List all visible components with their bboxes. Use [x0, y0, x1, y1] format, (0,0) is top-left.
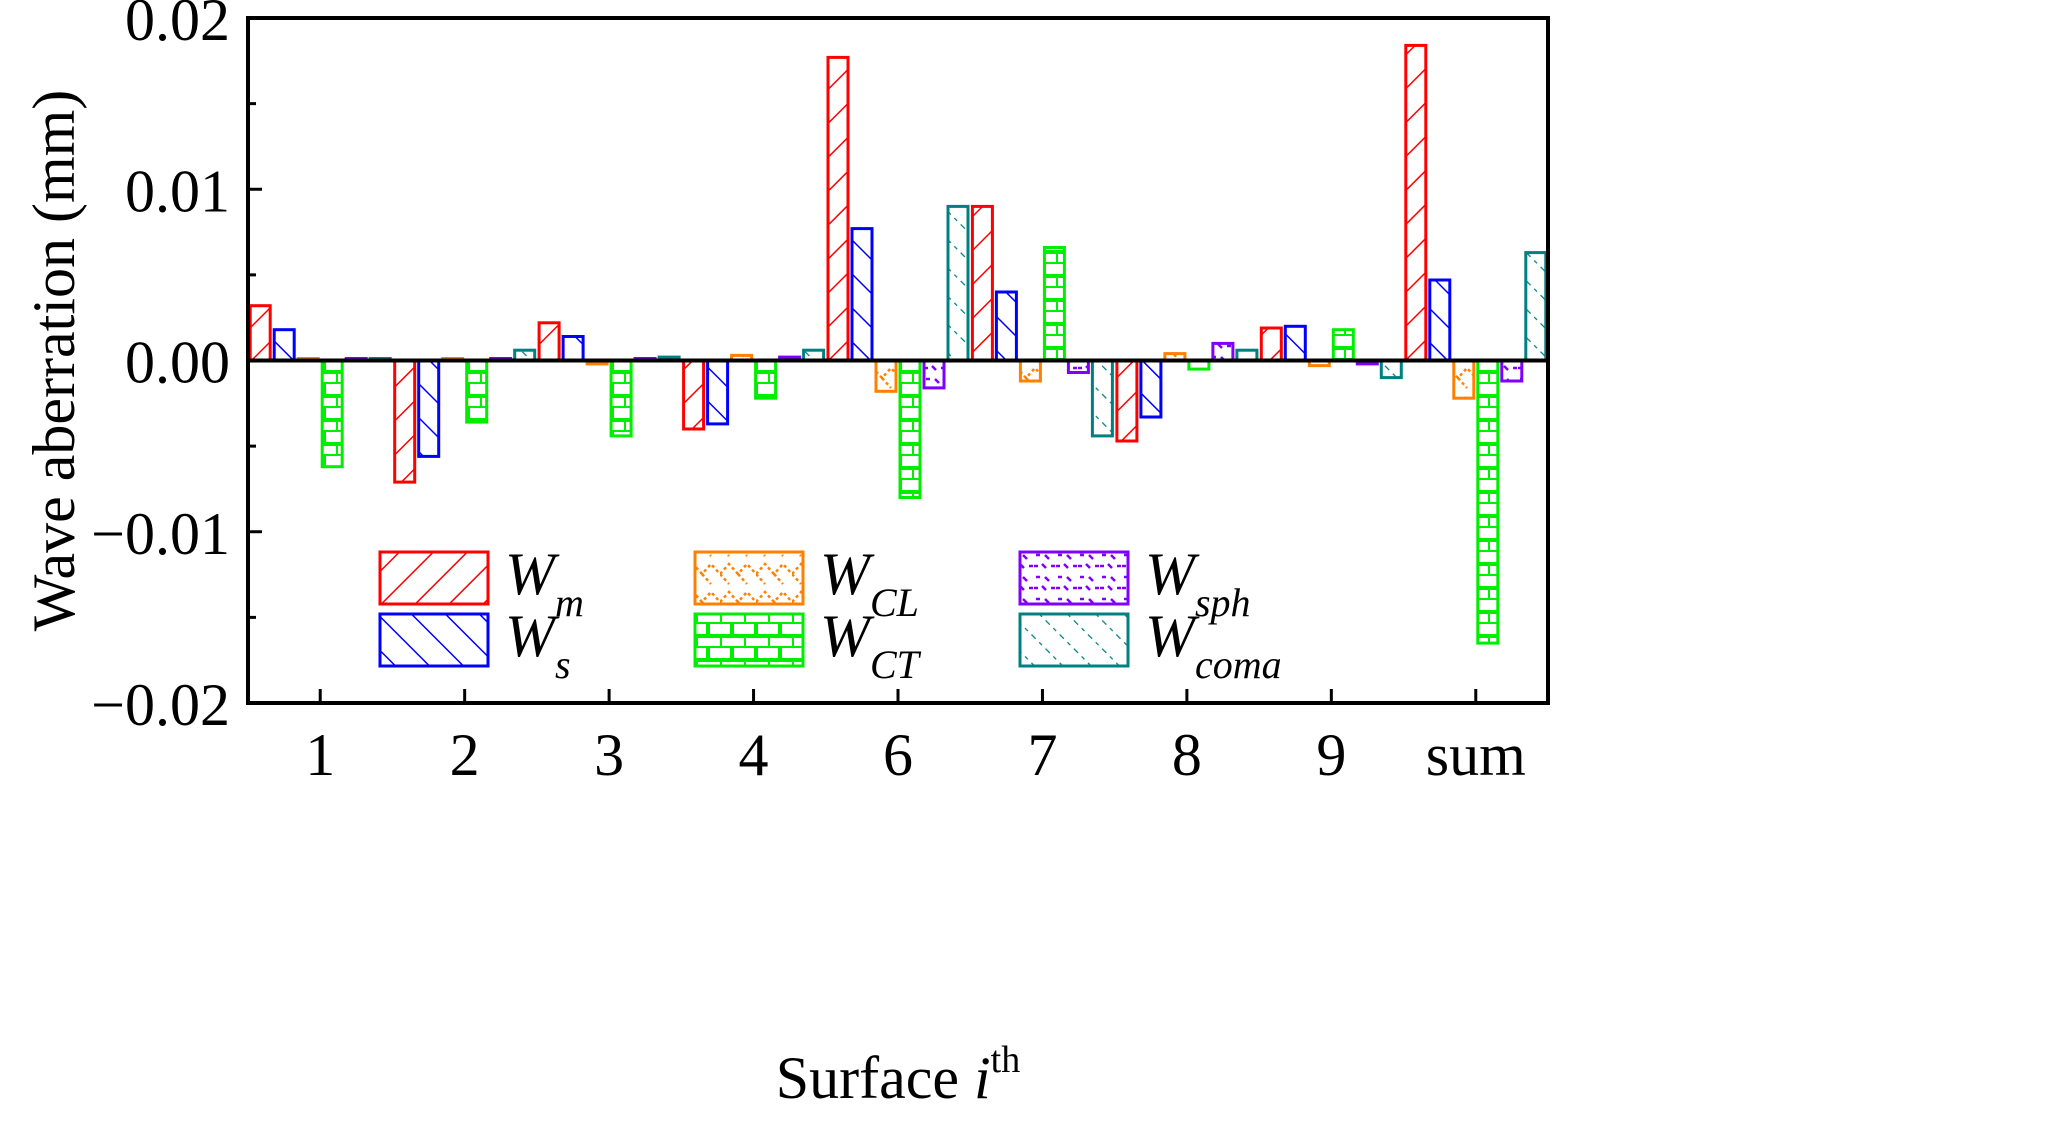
- legend-swatch-WCT: [693, 612, 805, 668]
- x-tick-label: 1: [305, 722, 335, 788]
- bar-Ws-3: [561, 335, 585, 362]
- x-tick-label: 2: [450, 722, 480, 788]
- bar-Ws-2: [417, 359, 441, 458]
- bar-WCL-sum: [1452, 359, 1476, 400]
- bar-Wm-4: [682, 359, 706, 431]
- bar-Wsph-8: [1211, 341, 1235, 362]
- bar-Wm-2: [393, 359, 417, 484]
- bar-Wcoma-9: [1379, 359, 1403, 380]
- bar-WCT-2: [465, 359, 489, 424]
- legend-label-WCL: WCL: [820, 541, 919, 625]
- x-tick-label: 7: [1027, 722, 1057, 788]
- bar-WCL-6: [874, 359, 898, 393]
- bars-layer: [248, 43, 1548, 645]
- legend-label-Wcoma: Wcoma: [1145, 603, 1282, 687]
- x-tick-label: 3: [594, 722, 624, 788]
- legend-label-Wsph: Wsph: [1145, 541, 1251, 625]
- legend-swatch-Wcoma: [1018, 612, 1130, 668]
- x-tick-label: sum: [1426, 722, 1526, 788]
- bar-WCT-7: [1042, 246, 1066, 362]
- bar-Ws-7: [994, 290, 1018, 362]
- bar-Wsph-6: [922, 359, 946, 390]
- bar-Wm-3: [537, 321, 561, 362]
- bar-Ws-4: [706, 359, 730, 426]
- bar-WCT-4: [754, 359, 778, 400]
- bar-WCT-3: [609, 359, 633, 438]
- bar-Ws-sum: [1428, 278, 1452, 362]
- x-axis-label: Surface ith: [776, 1039, 1020, 1111]
- y-tick-label: −0.02: [91, 672, 230, 738]
- bar-WCT-9: [1331, 328, 1355, 363]
- bar-Wm-sum: [1404, 43, 1428, 363]
- legend: Wm WCL Wsph Ws WCT Wcoma: [378, 541, 1282, 687]
- bar-WCT-sum: [1476, 359, 1500, 645]
- bar-Wcoma-6: [946, 204, 970, 362]
- bar-Ws-8: [1139, 359, 1163, 419]
- bar-WCT-1: [320, 359, 344, 469]
- bar-Wm-8: [1115, 359, 1139, 443]
- bar-Wm-7: [970, 204, 994, 362]
- legend-swatch-WCL: [693, 550, 805, 606]
- y-tick-label: 0.02: [125, 0, 230, 53]
- x-tick-label: 8: [1172, 722, 1202, 788]
- legend-label-Ws: Ws: [505, 603, 571, 687]
- bar-WCT-6: [898, 359, 922, 499]
- bar-Wsph-sum: [1500, 359, 1524, 383]
- y-axis-label: Wave aberration (mm): [21, 90, 87, 632]
- bar-WCL-7: [1018, 359, 1042, 383]
- y-tick-label: 0.01: [125, 158, 230, 224]
- bar-Wcoma-7: [1090, 359, 1114, 438]
- x-tick-label: 4: [739, 722, 769, 788]
- bar-Ws-6: [850, 227, 874, 362]
- bar-Ws-9: [1283, 324, 1307, 362]
- legend-label-Wm: Wm: [505, 541, 584, 625]
- legend-swatch-Wsph: [1018, 550, 1130, 606]
- legend-swatch-Ws: [378, 612, 490, 668]
- bar-Ws-1: [272, 328, 296, 363]
- legend-swatch-Wm: [378, 550, 490, 606]
- y-tick-label: 0.00: [125, 330, 230, 396]
- x-tick-label: 9: [1316, 722, 1346, 788]
- bar-Wm-1: [248, 304, 272, 363]
- bar-Wm-9: [1259, 326, 1283, 362]
- legend-label-WCT: WCT: [820, 603, 922, 687]
- x-tick-label: 6: [883, 722, 913, 788]
- bar-Wcoma-sum: [1524, 251, 1548, 363]
- y-tick-label: −0.01: [91, 501, 230, 567]
- bar-Wm-6: [826, 55, 850, 363]
